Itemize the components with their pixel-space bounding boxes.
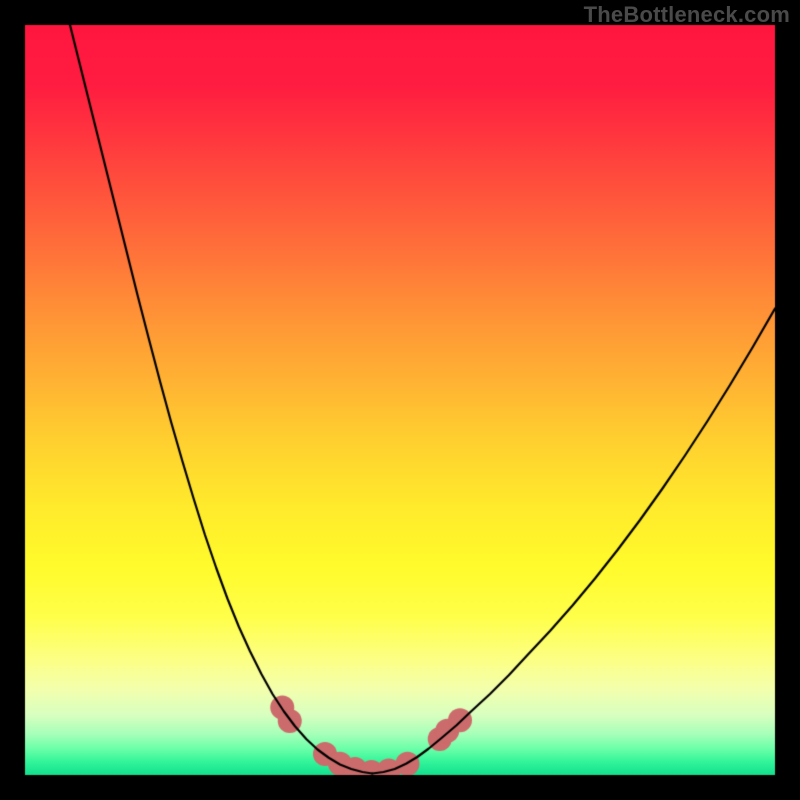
- chart-stage: TheBottleneck.com: [0, 0, 800, 800]
- bottleneck-chart-canvas: [0, 0, 800, 800]
